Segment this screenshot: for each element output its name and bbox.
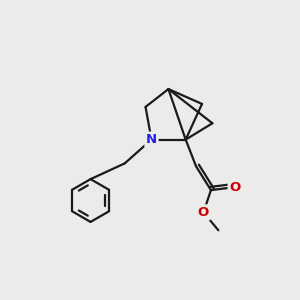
Text: O: O <box>229 181 240 194</box>
Text: O: O <box>198 206 209 219</box>
Text: N: N <box>146 133 157 146</box>
